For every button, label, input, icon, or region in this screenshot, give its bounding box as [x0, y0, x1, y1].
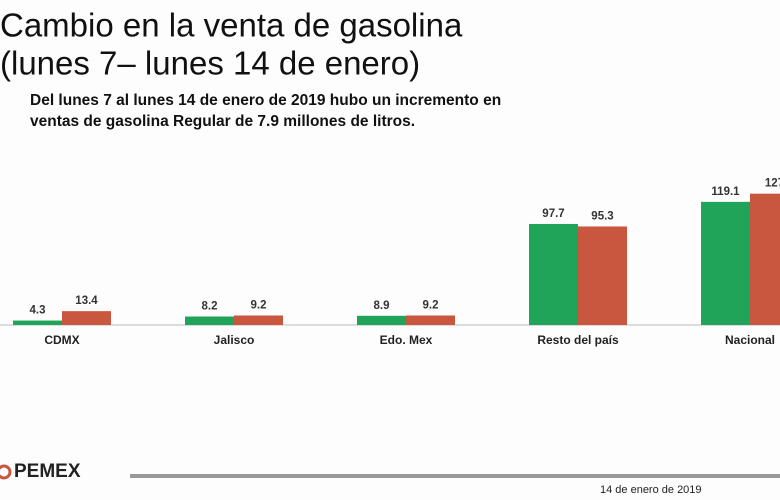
- logo: PEMEX: [14, 461, 81, 482]
- x-tick-label: Edo. Mex: [380, 333, 433, 347]
- value-label: 8.9: [374, 300, 390, 312]
- subtitle-line: ventas de gasolina Regular de 7.9 millon…: [30, 113, 415, 130]
- value-label: 9.2: [423, 300, 439, 312]
- bar: [701, 201, 750, 325]
- subtitle-line: Del lunes 7 al lunes 14 de enero de 2019…: [30, 92, 501, 109]
- bar: [62, 311, 111, 325]
- value-label: 4.3: [30, 305, 46, 317]
- bar: [529, 223, 578, 325]
- bar: [750, 193, 780, 325]
- value-label: 95.3: [591, 210, 613, 222]
- x-tick-label: CDMX: [44, 333, 79, 347]
- value-label: 9.2: [251, 300, 267, 312]
- footer-date: 14 de enero de 2019: [600, 484, 702, 496]
- bar: [406, 315, 455, 325]
- x-tick-label: Resto del país: [537, 333, 619, 347]
- x-tick-label: Jalisco: [214, 333, 255, 347]
- title-line: Cambio en la venta de gasolina: [0, 7, 463, 44]
- bar: [357, 315, 406, 325]
- title-line: (lunes 7– lunes 14 de enero): [0, 45, 420, 82]
- plot: CDMX 4.3 13.4 Jalisco 8.2 9.2 Edo. Mex 8.9 9.2 Re…: [13, 178, 780, 347]
- bar: [185, 316, 234, 325]
- value-label: 127: [765, 178, 780, 190]
- value-label: 97.7: [542, 208, 564, 220]
- bar: [13, 320, 62, 325]
- value-label: 13.4: [75, 295, 98, 307]
- logo-icon: [0, 464, 12, 480]
- value-label: 119.1: [711, 186, 740, 198]
- bar: [234, 315, 283, 325]
- value-label: 8.2: [202, 301, 218, 313]
- bar: [578, 226, 627, 325]
- x-tick-label: Nacional: [725, 333, 775, 347]
